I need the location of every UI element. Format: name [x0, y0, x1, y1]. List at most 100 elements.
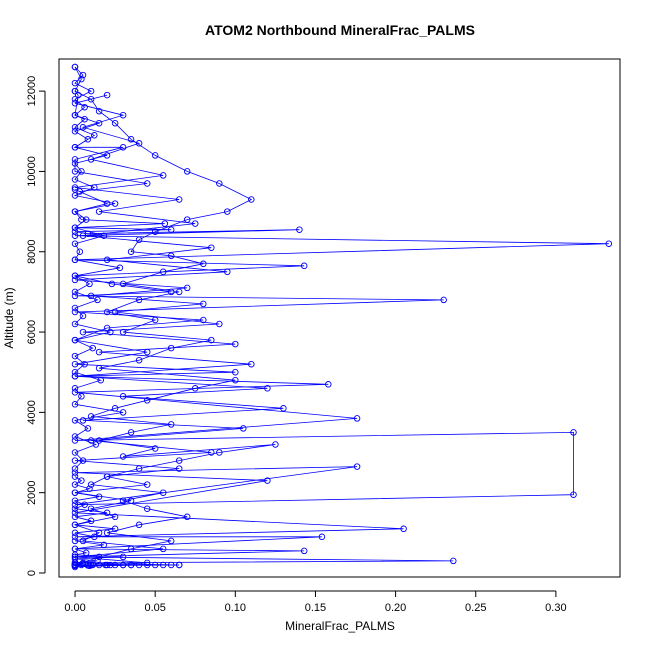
- data-point: [159, 268, 167, 276]
- data-point: [159, 489, 167, 496]
- data-point: [159, 545, 167, 553]
- data-point: [208, 244, 215, 251]
- data-point: [107, 328, 114, 336]
- data-point: [84, 561, 92, 569]
- data-point: [71, 457, 79, 464]
- data-point: [84, 425, 92, 432]
- x-tick-label: 0.10: [225, 602, 246, 614]
- data-point: [71, 184, 79, 191]
- data-point: [87, 87, 95, 95]
- data-point: [81, 501, 88, 508]
- y-tick-label: 4000: [26, 400, 38, 424]
- data-point: [71, 513, 79, 521]
- data-point: [248, 196, 255, 203]
- data-point: [183, 168, 191, 175]
- data-point: [151, 152, 159, 159]
- data-point: [71, 385, 79, 392]
- data-point: [87, 517, 95, 525]
- data-point: [119, 497, 127, 504]
- data-point: [151, 228, 159, 235]
- data-point: [78, 216, 85, 223]
- data-point: [79, 417, 87, 424]
- data-point: [89, 344, 96, 352]
- data-point: [71, 276, 79, 284]
- data-point: [143, 505, 151, 512]
- data-point: [143, 180, 151, 187]
- data-point: [325, 381, 332, 388]
- data-point: [103, 200, 111, 207]
- data-point: [119, 561, 127, 569]
- data-point: [175, 288, 183, 296]
- data-point: [264, 385, 271, 392]
- data-point: [71, 372, 79, 380]
- data-point: [71, 292, 79, 300]
- data-point: [71, 79, 79, 87]
- data-point: [161, 220, 169, 227]
- data-point: [71, 304, 79, 312]
- data-point: [143, 559, 151, 567]
- data-point: [175, 457, 183, 464]
- data-point: [71, 352, 79, 360]
- data-point: [71, 505, 79, 512]
- data-point: [167, 537, 175, 545]
- x-tick-label: 0.25: [465, 602, 486, 614]
- data-point: [353, 415, 361, 422]
- data-point: [296, 226, 303, 233]
- data-point: [183, 284, 191, 292]
- data-point: [135, 236, 143, 243]
- series-line-0: [73, 66, 609, 568]
- data-point: [79, 312, 87, 320]
- data-point: [127, 136, 135, 143]
- data-point: [450, 557, 457, 565]
- data-point: [86, 280, 93, 288]
- data-point: [71, 95, 79, 103]
- data-point: [84, 136, 92, 143]
- data-point: [82, 549, 90, 557]
- data-point: [318, 533, 326, 541]
- data-point: [111, 200, 119, 207]
- data-point: [143, 481, 151, 488]
- data-point: [103, 152, 111, 159]
- data-point: [103, 473, 111, 480]
- series-layer: [71, 63, 613, 571]
- data-point: [71, 156, 79, 163]
- x-tick-label: 0.20: [385, 602, 406, 614]
- plot-frame: [58, 58, 621, 578]
- data-point: [87, 481, 95, 488]
- data-point: [71, 168, 79, 175]
- data-point: [119, 393, 127, 400]
- x-tick-label: 0.15: [305, 602, 326, 614]
- data-point: [79, 71, 87, 79]
- data-point: [95, 553, 103, 561]
- data-point: [71, 521, 79, 529]
- data-point: [103, 561, 111, 569]
- data-point: [300, 547, 308, 555]
- data-point: [81, 103, 88, 111]
- series-line-1: [74, 90, 276, 566]
- data-point: [232, 368, 239, 376]
- x-tick-label: 0.00: [64, 602, 85, 614]
- data-point: [200, 260, 207, 268]
- data-point: [91, 132, 98, 139]
- data-point: [175, 196, 183, 203]
- data-point: [151, 561, 159, 569]
- data-point: [71, 63, 79, 71]
- data-point: [81, 360, 88, 368]
- data-point: [200, 316, 207, 324]
- data-point: [208, 336, 215, 344]
- data-point: [143, 397, 151, 404]
- data-point: [76, 248, 84, 255]
- data-point: [71, 99, 79, 107]
- data-point: [71, 469, 79, 476]
- data-point: [151, 316, 159, 324]
- data-point: [159, 172, 167, 179]
- data-point: [71, 509, 79, 517]
- data-point: [570, 491, 577, 498]
- data-point: [570, 429, 577, 436]
- data-point: [71, 272, 79, 280]
- y-tick-label: 0: [26, 570, 38, 576]
- data-point: [127, 497, 135, 504]
- data-point: [71, 192, 79, 199]
- data-point: [97, 376, 104, 384]
- data-point: [78, 477, 85, 484]
